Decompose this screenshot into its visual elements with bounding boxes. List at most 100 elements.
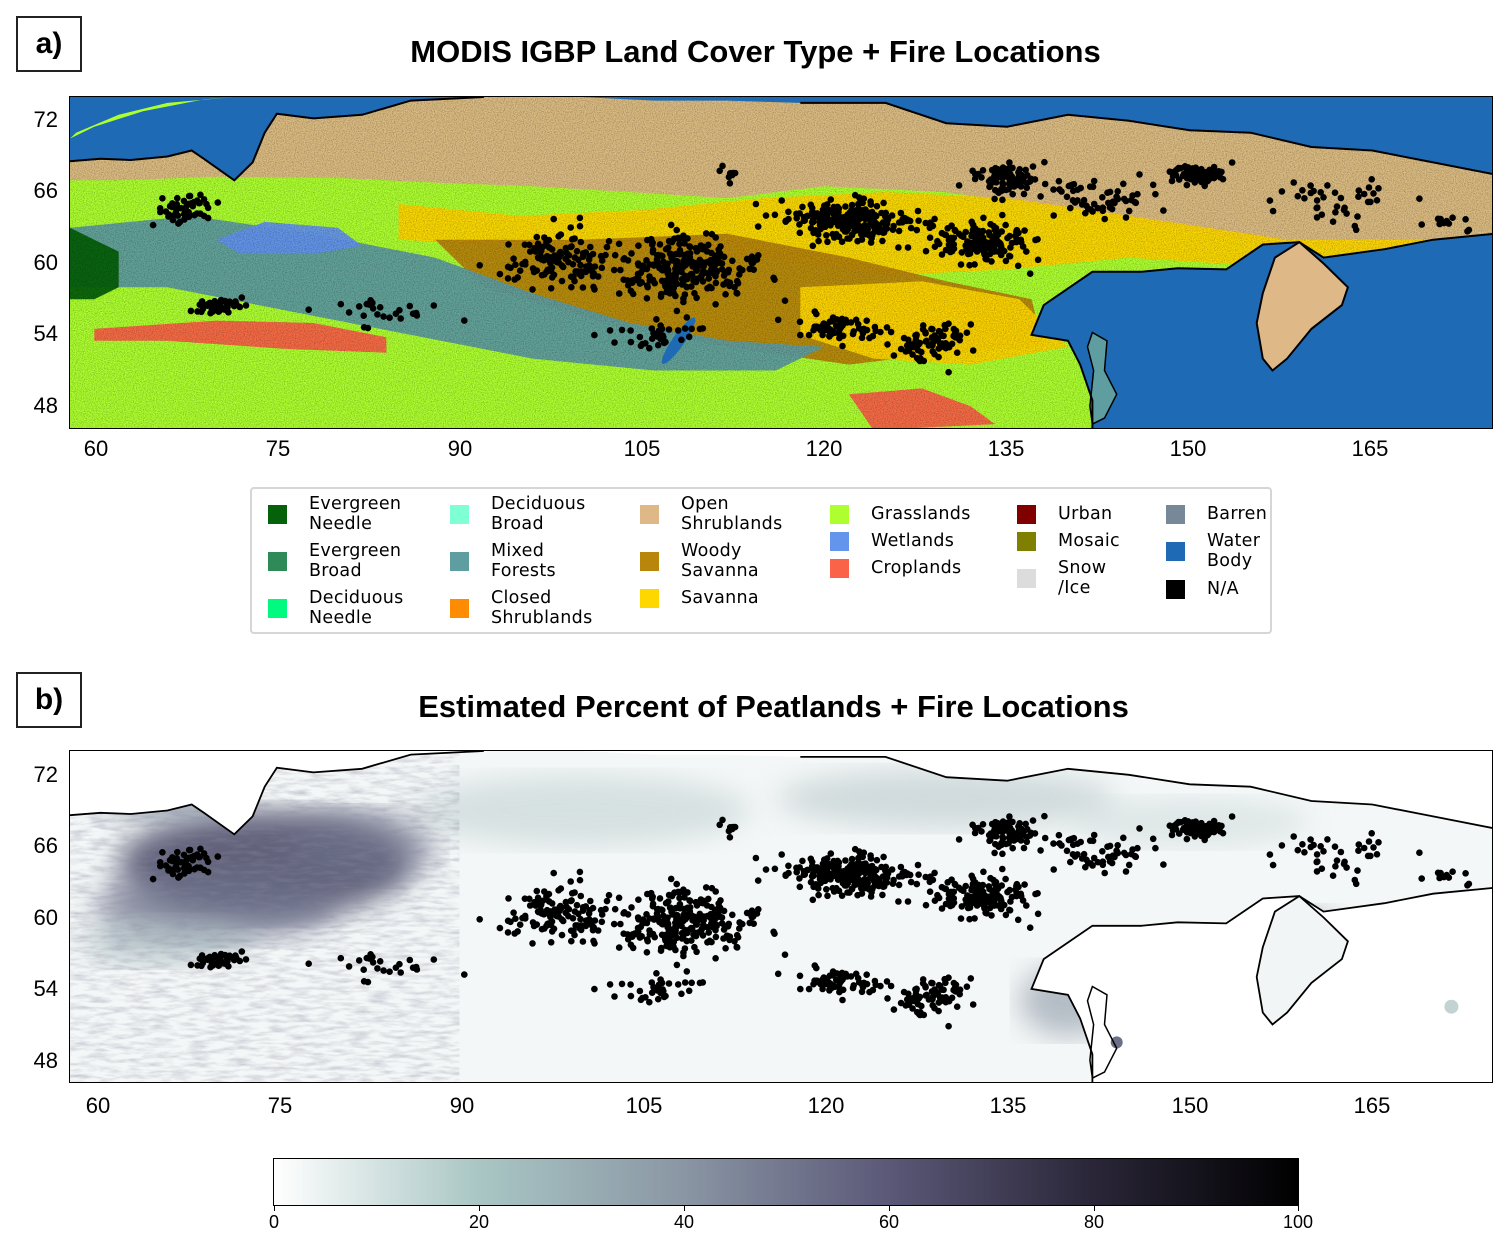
fire-location [198,298,206,305]
fire-location [895,898,902,905]
fire-location [695,260,702,267]
colorbar-tick-mark [1094,1205,1095,1211]
fire-location [1122,214,1130,221]
fire-location [511,930,518,937]
fire-location [1313,868,1321,875]
fire-location [774,316,782,324]
fire-location [635,242,642,249]
fire-location [1009,180,1016,188]
fire-location [684,235,691,242]
fire-location [1307,182,1314,189]
fire-location [1106,204,1114,211]
panel-a-title: MODIS IGBP Land Cover Type + Fire Locati… [410,34,1101,69]
fire-location [1019,177,1026,185]
fire-location [476,262,484,269]
fire-location [883,324,891,331]
fire-location [1193,167,1200,174]
fire-location [1168,177,1176,185]
coastline [1030,232,1492,428]
legend-item-open-shrublands: Open Shrublands [640,494,783,534]
lon-tick-135: 135 [987,436,1025,461]
lon-tick-105: 105 [623,436,661,461]
fire-location [1445,220,1453,227]
fire-location [683,937,691,945]
fire-location [1074,840,1081,847]
fire-location [1089,862,1096,869]
fire-location [848,860,855,868]
fire-location [615,290,623,297]
fire-location [681,927,689,934]
fire-location [866,334,873,342]
fire-location [975,227,982,235]
peatland-map [69,750,1493,1083]
fire-location [658,944,665,952]
fire-location [836,330,843,338]
fire-location [915,356,923,364]
fire-location [1023,248,1030,255]
fire-location [963,983,971,990]
fire-location [688,325,695,333]
fire-location [922,984,929,991]
legend-item-grasslands: Grasslands [830,504,971,524]
fire-location [793,864,800,872]
fire-location [668,892,676,900]
legend-label: Closed Shrublands [491,588,593,628]
fire-location [1418,875,1425,882]
fire-location [680,949,687,956]
fire-location [1125,207,1133,215]
fire-location [1029,817,1037,824]
fire-location [895,244,902,251]
legend-swatch [450,504,469,524]
fire-location [693,921,700,928]
fire-location [681,325,689,332]
fire-location [522,261,529,268]
fire-location [858,236,866,243]
fire-location [938,229,946,237]
fire-location [929,348,936,355]
fire-location [1017,837,1025,844]
fire-location [945,368,952,376]
lon-tick-120: 120 [805,436,843,461]
peatland-density-region [775,768,1117,829]
lon-tick-105: 105 [625,1093,663,1118]
fire-location [952,881,959,889]
fire-location [510,255,517,262]
fire-location [700,267,707,274]
fire-location [1074,186,1081,193]
fire-location [986,183,993,191]
fire-location [858,988,866,996]
legend-label: Savanna [681,588,759,608]
fire-location [651,933,658,941]
fire-location [856,196,864,203]
fire-location [880,853,887,861]
fire-location [1099,194,1106,201]
fire-location [1125,861,1133,869]
fire-location [938,905,946,912]
fire-location [1131,198,1139,206]
fire-location [692,275,700,283]
fire-location [827,872,834,880]
fire-location [591,331,598,339]
fire-location [667,875,675,883]
colorbar-tick-mark [889,1205,890,1211]
fire-location [683,968,691,975]
fire-location [880,199,887,207]
fire-location [174,866,182,873]
fire-location [884,341,891,348]
fire-location [966,261,973,269]
fire-location [663,918,671,926]
fire-location [174,212,182,219]
fire-location [980,868,987,876]
fire-location [960,887,967,895]
fire-location [692,929,700,937]
fire-location [882,209,890,217]
fire-location [1313,858,1320,866]
fire-location [899,869,906,877]
fire-location [653,316,660,323]
legend-label: Mixed Forests [491,541,556,581]
fire-location [555,233,562,240]
fire-location [838,892,846,899]
fire-location [1058,842,1065,849]
fire-location [531,244,538,252]
coastline [70,97,484,182]
